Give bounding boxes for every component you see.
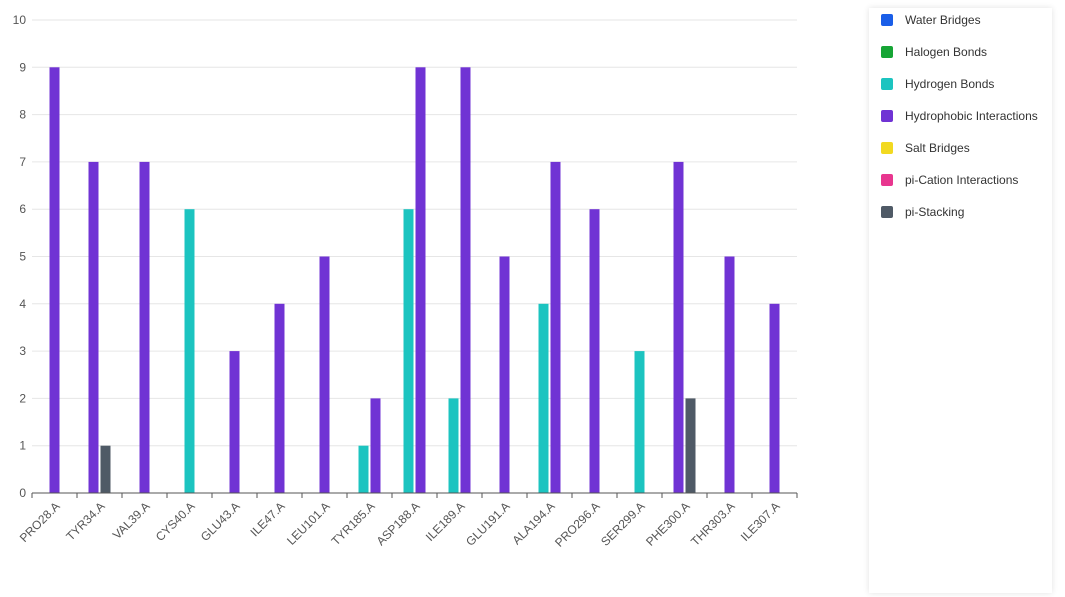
y-tick-label: 1 bbox=[19, 439, 26, 453]
legend-swatch bbox=[881, 142, 893, 154]
legend-label: Hydrophobic Interactions bbox=[905, 109, 1038, 123]
y-tick-label: 7 bbox=[19, 155, 26, 169]
bar-chart: 0 1 2 3 4 5 6 7 8 9 10 PRO28.A TYR34.A VAL39.A CYS40.… bbox=[13, 13, 798, 550]
x-tick-label: ILE189.A bbox=[423, 499, 468, 544]
x-tick-label: ASP188.A bbox=[374, 499, 423, 548]
bar-hydrophobic-interactions bbox=[274, 303, 285, 493]
y-tick-label: 9 bbox=[19, 60, 26, 74]
y-tick-label: 5 bbox=[19, 250, 26, 264]
bar-hydrogen-bonds bbox=[538, 303, 549, 493]
bar-hydrophobic-interactions bbox=[88, 161, 99, 493]
x-tick-label: ILE307.A bbox=[738, 499, 783, 544]
legend-swatch bbox=[881, 14, 893, 26]
bar-hydrophobic-interactions bbox=[499, 256, 510, 493]
x-tick-label: ALA194.A bbox=[510, 499, 558, 547]
legend-item-pi-cation-interactions[interactable]: pi-Cation Interactions bbox=[881, 172, 1018, 188]
bar-hydrophobic-interactions bbox=[673, 161, 684, 493]
legend-label: Salt Bridges bbox=[905, 141, 970, 155]
x-tick-label: LEU101.A bbox=[284, 499, 333, 548]
x-tick-label: PRO28.A bbox=[17, 499, 63, 545]
y-tick-label: 8 bbox=[19, 108, 26, 122]
bar-hydrophobic-interactions bbox=[139, 161, 150, 493]
legend-swatch bbox=[881, 78, 893, 90]
legend-swatch bbox=[881, 174, 893, 186]
legend-item-halogen-bonds[interactable]: Halogen Bonds bbox=[881, 44, 987, 60]
y-tick-label: 4 bbox=[19, 297, 26, 311]
x-axis-ticks: PRO28.A TYR34.A VAL39.A CYS40.A GLU43.A ILE47… bbox=[17, 499, 783, 549]
bar-hydrophobic-interactions bbox=[724, 256, 735, 493]
x-tick-label: ILE47.A bbox=[248, 499, 288, 539]
legend-label: Water Bridges bbox=[905, 13, 981, 27]
bar-layer bbox=[49, 67, 780, 494]
axis-layer bbox=[31, 492, 798, 498]
legend-swatch bbox=[881, 206, 893, 218]
bar-pi-stacking bbox=[685, 398, 696, 493]
x-tick-label: GLU43.A bbox=[198, 499, 243, 544]
legend-item-salt-bridges[interactable]: Salt Bridges bbox=[881, 140, 970, 156]
bar-pi-stacking bbox=[100, 445, 111, 493]
chart-svg: 0 1 2 3 4 5 6 7 8 9 10 PRO28.A TYR34.A VAL39.A CYS40.… bbox=[13, 13, 798, 550]
y-tick-label: 2 bbox=[19, 391, 26, 405]
bar-hydrophobic-interactions bbox=[589, 209, 600, 493]
bar-hydrogen-bonds bbox=[184, 209, 195, 493]
y-tick-label: 6 bbox=[19, 202, 26, 216]
legend-item-hydrophobic-interactions[interactable]: Hydrophobic Interactions bbox=[881, 108, 1038, 124]
x-tick-label: PHE300.A bbox=[643, 499, 693, 549]
bar-hydrophobic-interactions bbox=[370, 398, 381, 493]
bar-hydrogen-bonds bbox=[358, 445, 369, 493]
x-tick-label: PRO296.A bbox=[552, 499, 602, 549]
x-tick-label: TYR34.A bbox=[63, 499, 107, 543]
legend-label: Hydrogen Bonds bbox=[905, 77, 995, 91]
x-tick-label: GLU191.A bbox=[463, 499, 513, 549]
legend-item-hydrogen-bonds[interactable]: Hydrogen Bonds bbox=[881, 76, 994, 92]
y-tick-label: 10 bbox=[13, 13, 27, 27]
x-tick-label: CYS40.A bbox=[153, 499, 198, 544]
y-tick-label: 0 bbox=[19, 486, 26, 500]
bar-hydrophobic-interactions bbox=[550, 161, 561, 493]
bar-hydrogen-bonds bbox=[448, 398, 459, 493]
bar-hydrogen-bonds bbox=[634, 351, 645, 493]
grid-layer bbox=[32, 19, 797, 447]
legend-label: pi-Cation Interactions bbox=[905, 173, 1019, 187]
bar-hydrophobic-interactions bbox=[769, 303, 780, 493]
legend-item-water-bridges[interactable]: Water Bridges bbox=[881, 12, 981, 28]
legend-label: Halogen Bonds bbox=[905, 45, 988, 59]
legend-swatch bbox=[881, 46, 893, 58]
y-tick-label: 3 bbox=[19, 344, 26, 358]
x-tick-label: THR303.A bbox=[688, 499, 738, 549]
x-tick-label: VAL39.A bbox=[110, 499, 153, 542]
bar-hydrophobic-interactions bbox=[49, 67, 60, 494]
bar-hydrogen-bonds bbox=[403, 209, 414, 493]
legend-swatch bbox=[881, 110, 893, 122]
x-tick-label: SER299.A bbox=[598, 499, 648, 549]
y-axis-ticks: 0 1 2 3 4 5 6 7 8 9 10 bbox=[13, 13, 27, 500]
legend-item-pi-stacking[interactable]: pi-Stacking bbox=[881, 204, 964, 220]
legend-label: pi-Stacking bbox=[905, 205, 965, 219]
legend-panel: Water Bridges Halogen Bonds Hydrogen Bon… bbox=[869, 8, 1052, 593]
bar-hydrophobic-interactions bbox=[460, 67, 471, 494]
x-tick-label: TYR185.A bbox=[329, 499, 378, 548]
bar-hydrophobic-interactions bbox=[415, 67, 426, 494]
bar-hydrophobic-interactions bbox=[319, 256, 330, 493]
bar-hydrophobic-interactions bbox=[229, 351, 240, 493]
